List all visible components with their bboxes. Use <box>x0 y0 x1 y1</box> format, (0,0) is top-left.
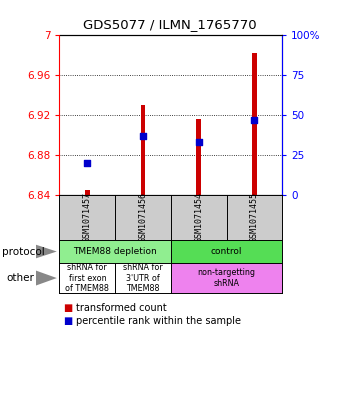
Text: shRNA for
3'UTR of
TMEM88: shRNA for 3'UTR of TMEM88 <box>123 263 163 293</box>
Text: GSM1071454: GSM1071454 <box>194 192 203 242</box>
Text: ■: ■ <box>63 316 72 325</box>
Bar <box>197 119 201 195</box>
Bar <box>141 105 145 195</box>
Text: GDS5077 / ILMN_1765770: GDS5077 / ILMN_1765770 <box>83 18 257 31</box>
Text: ■: ■ <box>63 303 72 313</box>
Text: percentile rank within the sample: percentile rank within the sample <box>76 316 241 325</box>
Text: TMEM88 depletion: TMEM88 depletion <box>73 247 157 256</box>
Text: other: other <box>6 273 34 283</box>
Text: shRNA for
first exon
of TMEM88: shRNA for first exon of TMEM88 <box>65 263 109 293</box>
Polygon shape <box>36 244 57 259</box>
Text: GSM1071456: GSM1071456 <box>138 192 148 242</box>
Point <box>196 139 201 145</box>
Text: non-targetting
shRNA: non-targetting shRNA <box>198 268 256 288</box>
Point <box>252 117 257 123</box>
Bar <box>252 53 257 195</box>
Text: GSM1071455: GSM1071455 <box>250 192 259 242</box>
Bar <box>85 189 89 195</box>
Point <box>140 132 146 139</box>
Point <box>85 160 90 166</box>
Text: control: control <box>211 247 242 256</box>
Text: GSM1071457: GSM1071457 <box>83 192 92 242</box>
Polygon shape <box>36 270 57 286</box>
Text: transformed count: transformed count <box>76 303 167 313</box>
Text: protocol: protocol <box>2 246 45 257</box>
